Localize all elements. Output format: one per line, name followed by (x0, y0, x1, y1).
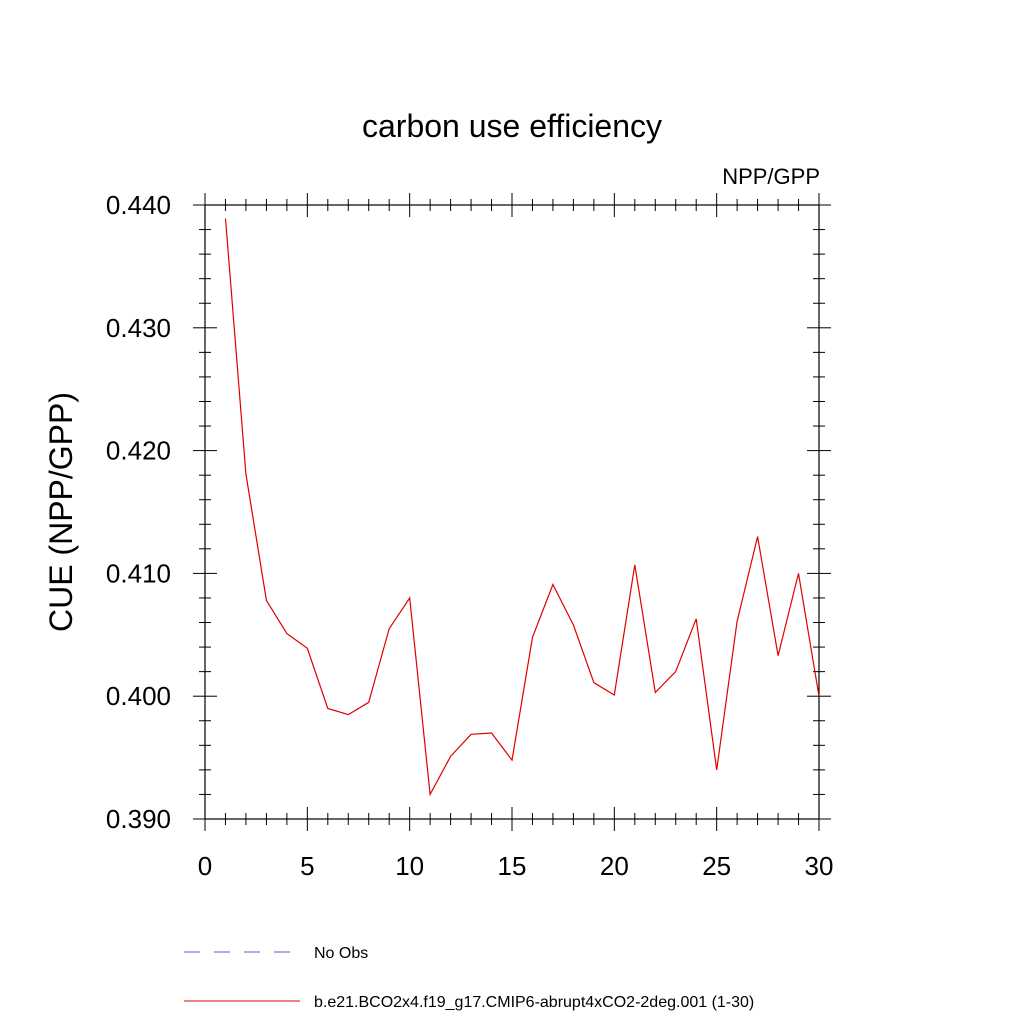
x-tick-label: 25 (702, 851, 731, 881)
y-tick-label: 0.390 (106, 804, 171, 834)
legend-label: No Obs (314, 945, 368, 962)
legend: No Obs b.e21.BCO2x4.f19_g17.CMIP6-abrupt4… (184, 945, 754, 1011)
x-tick-label: 5 (300, 851, 314, 881)
y-tick-label: 0.440 (106, 190, 171, 220)
y-axis-label: CUE (NPP/GPP) (43, 392, 79, 632)
x-tick-label: 0 (198, 851, 212, 881)
y-tick-label: 0.410 (106, 558, 171, 588)
x-tick-label: 20 (600, 851, 629, 881)
legend-label: b.e21.BCO2x4.f19_g17.CMIP6-abrupt4xCO2-2… (314, 994, 754, 1011)
x-tick-label: 30 (805, 851, 834, 881)
axis-ticks (193, 193, 831, 831)
series-line (224, 218, 820, 797)
y-tick-label: 0.400 (106, 681, 171, 711)
y-tick-label: 0.430 (106, 313, 171, 343)
x-tick-label: 10 (395, 851, 424, 881)
y-tick-label: 0.420 (106, 436, 171, 466)
axis-tick-labels: 0 5 10 15 20 25 30 0.390 0.400 0.410 0.420 0.430 0.4… (106, 190, 834, 881)
series-layer (224, 218, 820, 797)
plot-frame (204, 204, 820, 820)
x-tick-label: 15 (498, 851, 527, 881)
chart-subtitle: NPP/GPP (722, 164, 820, 189)
chart-title: carbon use efficiency (362, 108, 662, 144)
